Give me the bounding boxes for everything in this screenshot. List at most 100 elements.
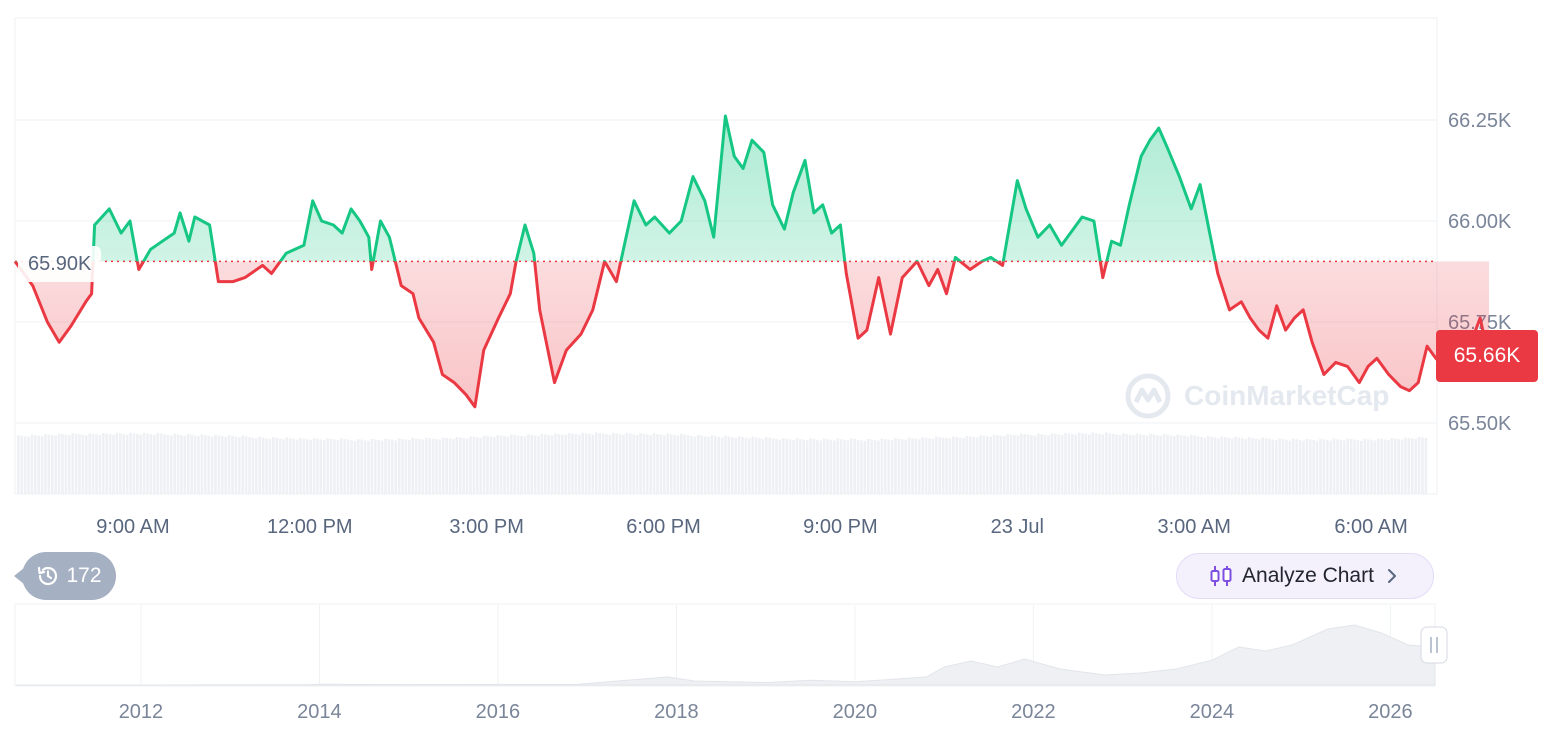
volume-bar — [78, 434, 81, 494]
volume-bar — [472, 436, 476, 494]
volume-bar — [1071, 434, 1074, 494]
volume-bar — [1417, 436, 1421, 494]
volume-bar — [958, 437, 962, 494]
volume-bar — [867, 438, 870, 494]
volume-bar — [17, 435, 20, 494]
volume-bar — [1176, 434, 1179, 494]
volume-bar — [846, 440, 850, 494]
volume-bar — [292, 438, 295, 494]
volume-bar — [690, 435, 693, 494]
volume-bar — [1210, 436, 1213, 494]
coinmarketcap-watermark: CoinMarketCap — [1124, 372, 1389, 420]
volume-bar — [731, 437, 734, 494]
volume-bar — [870, 439, 873, 494]
volume-bar — [527, 434, 530, 494]
volume-bar — [224, 436, 227, 494]
x-tick-label: 3:00 PM — [449, 516, 523, 538]
volume-bar — [27, 436, 30, 494]
volume-bar — [530, 434, 533, 494]
volume-bar — [1407, 437, 1411, 494]
volume-bar — [1009, 434, 1013, 494]
volume-bar — [642, 433, 646, 494]
volume-bars — [17, 432, 1428, 494]
volume-bar — [778, 439, 782, 494]
volume-bar — [666, 433, 669, 494]
volume-bar — [61, 434, 64, 494]
volume-bar — [1006, 434, 1009, 494]
volume-bar — [982, 435, 986, 494]
volume-bar — [1040, 434, 1043, 494]
volume-bar — [408, 439, 411, 494]
volume-bar — [323, 440, 326, 494]
volume-bar — [214, 434, 217, 494]
volume-bar — [1094, 433, 1098, 494]
volume-bar — [428, 438, 431, 494]
volume-bar — [1060, 434, 1064, 494]
volume-bar — [54, 435, 57, 494]
volume-bar — [251, 437, 255, 494]
volume-bar — [34, 435, 37, 494]
volume-bar — [1305, 438, 1309, 494]
volume-bar — [533, 435, 537, 494]
volume-bar — [581, 432, 584, 494]
volume-bar — [153, 434, 156, 494]
volume-bar — [85, 435, 88, 494]
volume-bar — [1336, 439, 1339, 494]
volume-bar — [1275, 440, 1278, 494]
y-tick-label: 66.25K — [1448, 110, 1512, 132]
volume-bar — [1424, 437, 1428, 494]
volume-bar — [1200, 436, 1203, 494]
x-tick-label: 3:00 AM — [1157, 516, 1230, 538]
volume-bar — [1251, 437, 1254, 494]
analyze-chart-button[interactable]: Analyze Chart — [1176, 553, 1434, 599]
volume-bar — [248, 437, 251, 494]
volume-bar — [646, 434, 649, 494]
volume-bar — [822, 438, 826, 494]
volume-bar — [972, 436, 975, 494]
volume-bar — [1254, 438, 1258, 494]
volume-bar — [792, 440, 795, 494]
volume-bar — [289, 438, 292, 494]
volume-bar — [1227, 437, 1230, 494]
volume-bar — [1278, 438, 1281, 494]
volume-bar — [989, 436, 992, 494]
volume-bar — [425, 437, 428, 494]
history-badge[interactable]: 172 — [14, 552, 116, 600]
volume-bar — [309, 439, 312, 494]
x-tick-label: 6:00 AM — [1334, 516, 1407, 538]
volume-bar — [1411, 438, 1414, 494]
volume-bar — [353, 440, 357, 494]
volume-bar — [217, 435, 221, 494]
volume-bar — [142, 432, 146, 494]
volume-bar — [999, 435, 1003, 494]
volume-bar — [873, 440, 877, 494]
volume-bar — [176, 434, 180, 494]
x-tick-label: 12:00 PM — [267, 516, 353, 538]
volume-bar — [173, 433, 176, 494]
volume-bar — [652, 433, 656, 494]
volume-bar — [268, 438, 272, 494]
navigator-year-label: 2012 — [119, 701, 164, 723]
volume-bar — [727, 436, 731, 494]
volume-bar — [996, 435, 999, 494]
volume-bar — [1023, 434, 1026, 494]
navigator-year-label: 2020 — [833, 701, 878, 723]
volume-bar — [1394, 438, 1397, 494]
volume-bar — [98, 435, 102, 494]
volume-bar — [1268, 438, 1271, 494]
volume-bar — [697, 434, 700, 494]
navigator-handle[interactable] — [1420, 626, 1448, 664]
chevron-right-icon — [1387, 569, 1396, 583]
volume-bar — [1244, 438, 1247, 494]
volume-bar — [105, 433, 108, 494]
volume-bar — [544, 434, 547, 494]
volume-bar — [1152, 434, 1156, 494]
volume-bar — [1101, 434, 1105, 494]
volume-bar — [414, 438, 418, 494]
volume-bar — [285, 437, 289, 494]
volume-bar — [88, 433, 91, 494]
volume-bar — [132, 433, 136, 494]
volume-bar — [170, 435, 173, 494]
navigator-year-label: 2016 — [476, 701, 521, 723]
